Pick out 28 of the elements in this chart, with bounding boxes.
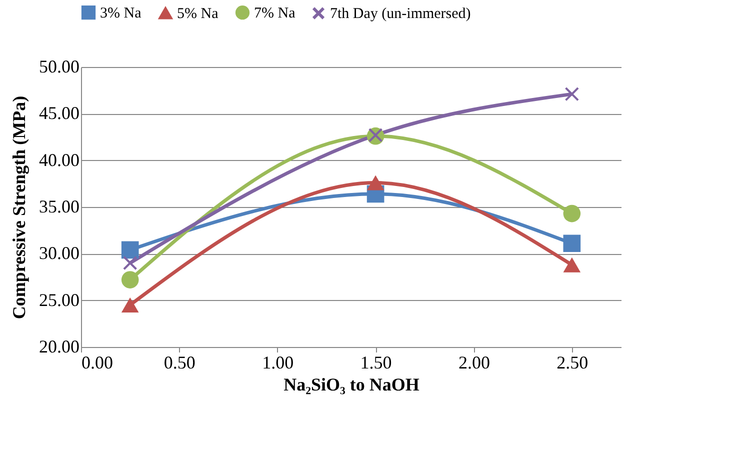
y-tick-label: 45.00 <box>39 103 80 124</box>
point <box>563 257 581 272</box>
point <box>123 256 137 270</box>
y-tick-label: 40.00 <box>39 150 80 170</box>
point <box>121 271 139 288</box>
point <box>563 204 581 222</box>
y-tick-label: 20.00 <box>39 336 80 356</box>
y-tick-label: 25.00 <box>39 290 80 310</box>
point <box>366 175 384 190</box>
legend-label: 7% Na <box>254 6 296 22</box>
x-tick-label: 0.50 <box>164 352 196 372</box>
y-tick-label: 35.00 <box>39 196 80 216</box>
x-axis-title: Na₂SiO₃ to NaOH <box>284 374 420 394</box>
legend-label: 5% Na <box>177 6 219 22</box>
legend-label: 7th Day (un-immersed) <box>330 6 471 22</box>
x-tick-label: 0.00 <box>82 352 113 372</box>
x-tick-label: 2.50 <box>556 352 588 372</box>
x-tick-label: 1.50 <box>360 352 392 372</box>
y-tick-label: 30.00 <box>39 243 80 264</box>
y-tick-label: 50.00 <box>39 56 80 76</box>
point <box>565 87 579 101</box>
y-axis-title: Compressive Strength (MPa) <box>9 96 29 320</box>
x-tick-label: 1.00 <box>262 352 294 372</box>
x-tick-label: 2.00 <box>458 352 490 372</box>
point <box>121 298 139 312</box>
legend-label: 3% Na <box>100 6 142 22</box>
point <box>563 234 581 252</box>
point <box>121 241 139 259</box>
